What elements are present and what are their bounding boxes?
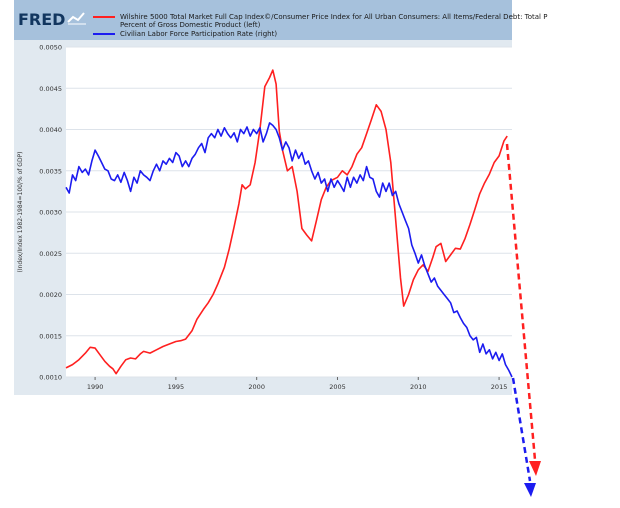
- y-tick-label: 0.0040: [39, 126, 62, 134]
- y-axis-ticks: 0.0010 0.0015 0.0020 0.0025 0.0030 0.0035 0.00…: [39, 44, 62, 382]
- y-tick-label: 0.0050: [39, 44, 62, 52]
- series-lines: [65, 69, 513, 378]
- x-tick-label: 1995: [168, 383, 185, 391]
- legend-label-series-1-line2: Percent of Gross Domestic Product (left): [120, 21, 261, 29]
- x-tick-label: 2005: [329, 383, 346, 391]
- y-tick-label: 0.0035: [39, 167, 62, 175]
- x-tick-label: 2000: [248, 383, 265, 391]
- y-tick-label: 0.0025: [39, 250, 62, 258]
- fred-logo: FRED: [18, 10, 65, 29]
- x-axis-ticks: 1990 1995 2000 2005 2010 2015: [87, 377, 508, 391]
- fred-logo-mark-icon: [67, 12, 86, 25]
- y-axis-label: (Index/Index 1982-1984=100/% of GDP): [17, 151, 24, 272]
- y-tick-label: 0.0015: [39, 332, 62, 340]
- x-tick-label: 2015: [491, 383, 508, 391]
- y-tick-label: 0.0045: [39, 85, 62, 93]
- red-arrow-head-icon: [529, 461, 541, 476]
- blue-arrow-head-icon: [524, 483, 536, 497]
- series-line-2: [65, 122, 513, 378]
- legend-label-series-2: Civilian Labor Force Participation Rate …: [120, 30, 277, 38]
- y-tick-label: 0.0010: [39, 374, 62, 382]
- x-tick-label: 1990: [87, 383, 104, 391]
- series-line-1: [65, 69, 508, 375]
- blue-projection-arrow: [511, 377, 532, 482]
- x-tick-label: 2010: [410, 383, 427, 391]
- y-tick-label: 0.0020: [39, 291, 62, 299]
- projection-arrows: [505, 143, 541, 497]
- red-projection-arrow: [505, 143, 537, 461]
- y-tick-label: 0.0030: [39, 209, 62, 217]
- legend-label-series-1-line1: Wilshire 5000 Total Market Full Cap Inde…: [120, 13, 547, 21]
